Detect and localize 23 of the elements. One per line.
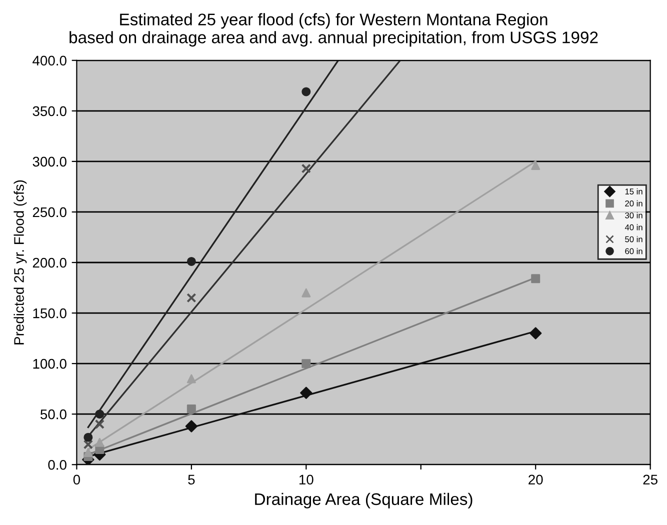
- legend-label: 30 in: [625, 212, 642, 218]
- x-tick-label: 25: [643, 474, 658, 485]
- y-axis-title: Predicted 25 yr. Flood (cfs): [14, 180, 27, 344]
- x-tick-label: 10: [299, 474, 314, 485]
- y-tick-label: 350.0: [32, 106, 66, 116]
- x-axis-title: Drainage Area (Square Miles): [255, 492, 472, 508]
- y-tick-label: 150.0: [33, 308, 66, 318]
- legend-label: 15 in: [625, 188, 642, 194]
- y-tick-label: 200.0: [32, 258, 66, 268]
- y-tick-label: 250.0: [32, 207, 66, 218]
- x-tick-label: 5: [188, 474, 195, 485]
- chart-title: Estimated 25 year flood (cfs) for Western Montana Region based on drainage area and avg. annual precipitation, from USGS 1992: [70, 13, 598, 47]
- x-tick-label: 0: [73, 474, 80, 485]
- y-tick-label: 300.0: [32, 156, 66, 167]
- y-tick-label: 50.0: [40, 409, 66, 420]
- legend-label: 60 in: [625, 248, 642, 254]
- legend-label: 50 in: [625, 236, 642, 242]
- text: 40 in: [624, 224, 642, 230]
- y-tick-label: 400.0: [32, 56, 66, 66]
- legend-label: 20 in: [625, 200, 642, 206]
- y-tick-label: 100.0: [33, 358, 66, 369]
- y-tick-label: 0.0: [48, 460, 66, 470]
- x-tick-label: 20: [528, 474, 543, 485]
